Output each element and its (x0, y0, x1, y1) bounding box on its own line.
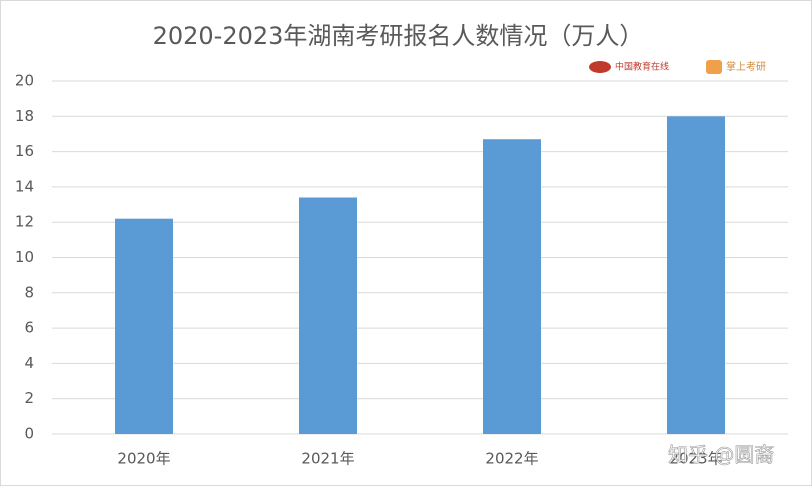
bar (483, 139, 541, 434)
y-tick-label: 6 (24, 319, 34, 337)
y-tick-label: 8 (24, 283, 34, 301)
x-tick-label: 2020年 (117, 450, 170, 468)
logo-icon (589, 61, 611, 73)
bar (667, 116, 725, 435)
x-tick-label: 2023年 (669, 450, 722, 468)
y-tick-label: 12 (15, 213, 34, 231)
bar (299, 197, 357, 434)
y-tick-label: 4 (24, 354, 34, 372)
y-tick-label: 10 (15, 248, 34, 266)
y-tick-label: 20 (15, 72, 34, 90)
y-tick-label: 18 (15, 107, 34, 125)
y-tick-label: 14 (15, 177, 34, 195)
y-tick-label: 2 (24, 389, 34, 407)
logo-text: 掌上考研 (726, 61, 766, 73)
y-tick-label: 16 (15, 142, 34, 160)
chart-title: 2020-2023年湖南考研报名人数情况（万人） (153, 22, 644, 50)
bar (115, 218, 173, 434)
logo-icon (706, 60, 722, 74)
x-tick-label: 2021年 (301, 450, 354, 468)
x-tick-label: 2022年 (485, 450, 538, 468)
watermark: 知乎 @圆裔 (668, 443, 774, 467)
logo-text: 中国教育在线 (615, 61, 669, 73)
y-tick-label: 0 (24, 425, 34, 443)
